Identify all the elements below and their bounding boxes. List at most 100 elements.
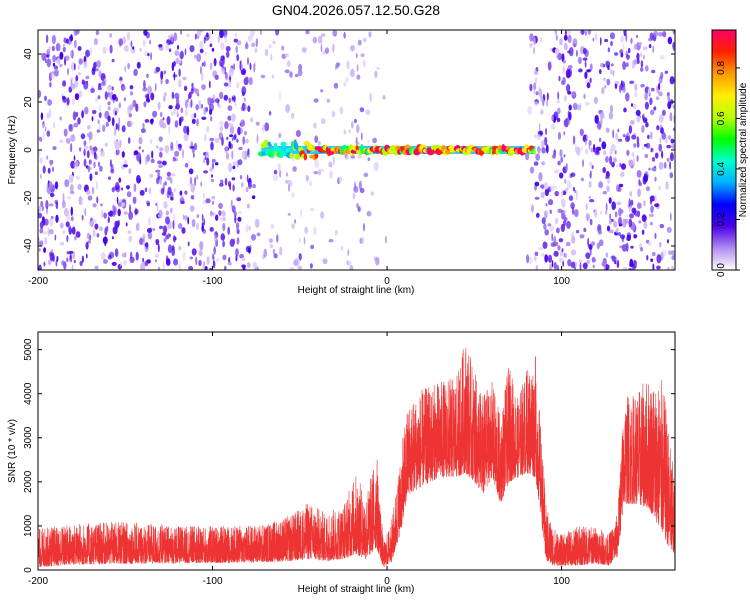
spectrogram-noise-blob bbox=[556, 100, 560, 104]
spectrogram-noise-blob bbox=[201, 62, 204, 67]
spectrogram-noise-blob bbox=[49, 252, 55, 262]
spectrogram-noise-blob bbox=[272, 248, 275, 255]
spectrogram-noise-blob bbox=[650, 147, 653, 153]
spectrogram-noise-blob bbox=[204, 51, 207, 56]
spectrogram-noise-blob bbox=[225, 46, 231, 52]
spectrogram-noise-blob bbox=[349, 265, 354, 270]
spectrogram-noise-blob bbox=[606, 225, 611, 232]
spectrogram-noise-blob bbox=[527, 105, 532, 115]
spectrogram-noise-blob bbox=[93, 161, 96, 168]
spectrogram-noise-blob bbox=[667, 250, 673, 255]
spectrogram-noise-blob bbox=[645, 142, 651, 149]
spectrogram-noise-blob bbox=[143, 80, 146, 89]
spectrogram-noise-blob bbox=[130, 40, 133, 48]
spectrogram-noise-blob bbox=[117, 202, 123, 207]
spectrogram-noise-blob bbox=[574, 210, 579, 218]
spectrogram-noise-blob bbox=[529, 83, 533, 92]
spectrogram-noise-blob bbox=[155, 169, 161, 173]
spectrogram-noise-blob bbox=[213, 58, 217, 67]
spectrogram-noise-blob bbox=[85, 189, 91, 195]
spectrogram-noise-blob bbox=[209, 62, 213, 71]
spectrogram-noise-blob bbox=[320, 89, 324, 93]
spectrogram-noise-blob bbox=[118, 117, 121, 126]
y-tick-label: -20 bbox=[23, 190, 34, 205]
spectrogram-x-axis-label: Height of straight line (km) bbox=[298, 285, 415, 296]
spectrogram-noise-blob bbox=[671, 265, 674, 270]
spectrogram-noise-blob bbox=[92, 228, 96, 238]
spectrogram-noise-blob bbox=[614, 150, 617, 155]
spectrogram-noise-blob bbox=[170, 196, 174, 201]
spectrogram-noise-blob bbox=[217, 35, 220, 43]
spectrogram-noise-blob bbox=[103, 259, 108, 264]
spectrogram-noise-blob bbox=[297, 68, 303, 77]
spectrogram-noise-blob bbox=[209, 31, 211, 39]
spectrogram-noise-blob bbox=[187, 241, 190, 247]
spectrogram-noise-blob bbox=[224, 34, 227, 44]
spectrogram-noise-blob bbox=[663, 162, 667, 169]
spectrogram-noise-blob bbox=[96, 233, 100, 238]
spectrogram-noise-blob bbox=[163, 238, 167, 243]
spectrogram-noise-blob bbox=[568, 104, 572, 111]
spectrogram-noise-blob bbox=[227, 115, 232, 121]
spectrogram-noise-blob bbox=[600, 118, 603, 125]
spectrogram-noise-blob bbox=[66, 97, 70, 106]
spectrogram-noise-blob bbox=[128, 211, 134, 221]
spectrogram-noise-blob bbox=[93, 38, 98, 46]
spectrogram-noise-blob bbox=[580, 30, 585, 35]
spectrogram-noise-blob bbox=[666, 157, 670, 162]
spectrogram-noise-blob bbox=[538, 247, 543, 251]
spectrogram-noise-blob bbox=[92, 66, 96, 72]
spectrogram-noise-blob bbox=[70, 190, 75, 195]
spectrogram-noise-blob bbox=[611, 255, 616, 262]
spectrogram-noise-blob bbox=[123, 211, 128, 215]
spectrogram-noise-blob bbox=[228, 162, 233, 173]
spectrogram-noise-blob bbox=[179, 50, 184, 60]
spectrogram-noise-blob bbox=[166, 176, 172, 181]
spectrogram-noise-blob bbox=[123, 164, 128, 168]
spectrogram-noise-blob bbox=[205, 151, 209, 159]
spectrogram-noise-blob bbox=[237, 159, 243, 166]
spectrogram-noise-blob bbox=[582, 159, 584, 168]
spectrogram-noise-blob bbox=[384, 235, 387, 244]
spectrogram-noise-blob bbox=[78, 90, 83, 98]
spectrogram-noise-blob bbox=[195, 256, 198, 266]
spectrogram-noise-blob bbox=[83, 149, 86, 157]
signal-segment bbox=[263, 139, 269, 148]
spectrogram-noise-blob bbox=[241, 182, 244, 188]
spectrogram-noise-blob bbox=[77, 183, 82, 190]
spectrogram-noise-blob bbox=[228, 97, 232, 104]
spectrogram-noise-blob bbox=[42, 231, 48, 235]
spectrogram-noise-blob bbox=[637, 188, 641, 198]
spectrogram-noise-blob bbox=[180, 107, 184, 114]
spectrogram-noise-blob bbox=[300, 208, 302, 218]
spectrogram-noise-blob bbox=[166, 171, 171, 177]
spectrogram-noise-blob bbox=[213, 234, 218, 244]
spectrogram-noise-blob bbox=[160, 187, 165, 195]
spectrogram-noise-blob bbox=[91, 219, 97, 224]
spectrogram-noise-blob bbox=[541, 217, 546, 225]
spectrogram-noise-blob bbox=[221, 68, 225, 75]
spectrogram-noise-blob bbox=[535, 212, 540, 218]
spectrogram-noise-blob bbox=[554, 48, 560, 55]
spectrogram-noise-blob bbox=[215, 214, 219, 221]
spectrogram-noise-blob bbox=[227, 226, 230, 235]
spectrogram-noise-blob bbox=[176, 96, 180, 106]
spectrogram-noise-blob bbox=[159, 225, 163, 230]
spectrogram-noise-blob bbox=[560, 156, 563, 163]
spectrogram-noise-blob bbox=[248, 225, 251, 231]
spectrogram-noise-blob bbox=[619, 162, 622, 168]
spectrogram-noise-blob bbox=[559, 257, 564, 263]
spectrogram-noise-blob bbox=[123, 45, 129, 52]
spectrogram-noise-blob bbox=[59, 242, 65, 246]
spectrogram-noise-blob bbox=[73, 62, 76, 71]
spectrogram-noise-blob bbox=[605, 156, 609, 163]
spectrogram-noise-blob bbox=[54, 199, 59, 205]
spectrogram-noise-blob bbox=[565, 69, 571, 79]
spectrogram-noise-blob bbox=[228, 141, 232, 149]
spectrogram-noise-blob bbox=[291, 112, 295, 119]
spectrogram-noise-blob bbox=[236, 237, 240, 245]
spectrogram-noise-blob bbox=[603, 150, 607, 156]
spectrogram-noise-blob bbox=[250, 117, 254, 123]
spectrogram-noise-blob bbox=[147, 85, 152, 95]
spectrogram-noise-blob bbox=[150, 158, 155, 164]
